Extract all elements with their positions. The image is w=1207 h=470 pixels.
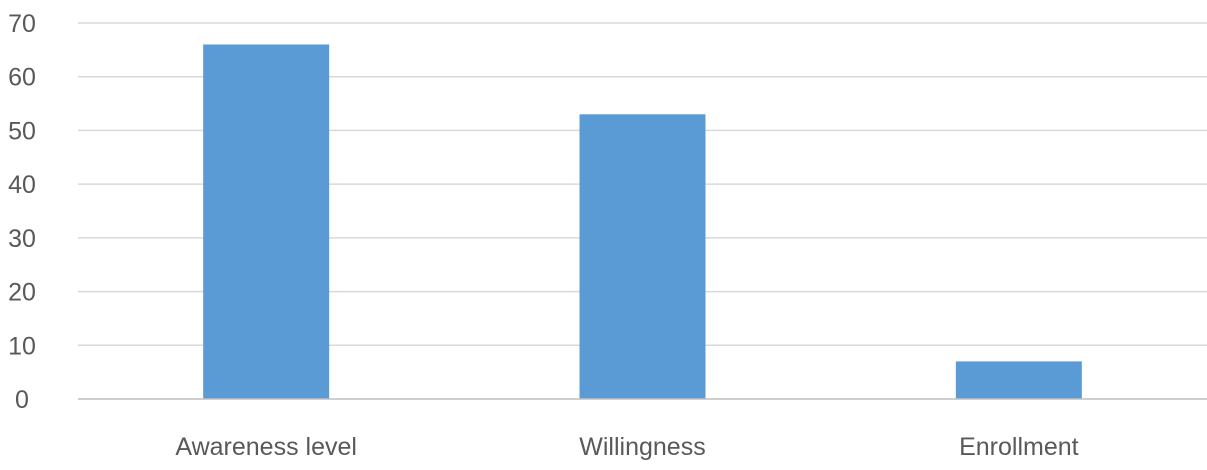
- bar-awareness-level: [203, 44, 330, 399]
- x-tick-label: Enrollment: [959, 433, 1079, 461]
- bar-willingness: [579, 114, 706, 400]
- y-tick-label: 40: [8, 171, 36, 199]
- y-tick-label: 0: [15, 386, 29, 414]
- bar-enrollment: [955, 361, 1082, 399]
- y-tick-label: 50: [8, 117, 36, 145]
- x-tick-labels: Awareness level Willingness Enrollment: [175, 433, 1078, 461]
- x-tick-label: Willingness: [579, 433, 705, 461]
- y-tick-label: 10: [8, 332, 36, 360]
- bars: [203, 44, 1082, 400]
- x-tick-label: Awareness level: [175, 433, 357, 461]
- y-tick-label: 30: [8, 225, 36, 253]
- y-tick-label: 70: [8, 10, 36, 38]
- y-tick-label: 20: [8, 279, 36, 307]
- y-tick-label: 60: [8, 64, 36, 92]
- y-tick-labels: 0 10 20 30 40 50 60 70: [8, 10, 36, 414]
